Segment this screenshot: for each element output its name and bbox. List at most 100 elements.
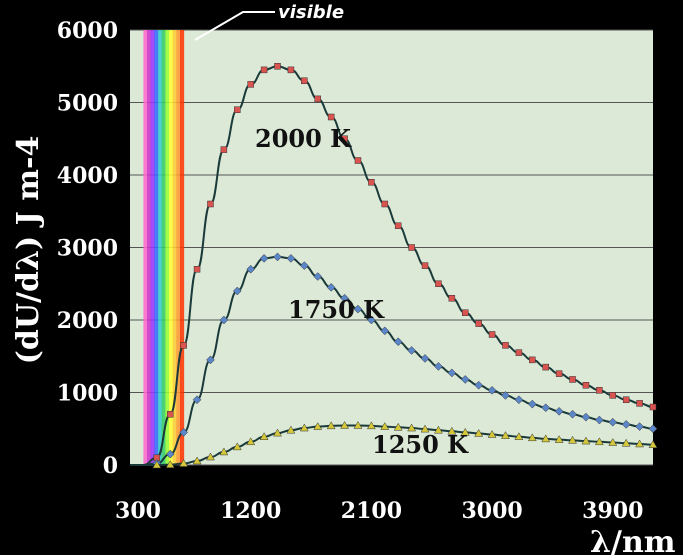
visible-callout-line [194, 11, 275, 41]
data-point [648, 424, 658, 434]
data-point [408, 244, 415, 251]
label-1250k: 1250 K [372, 430, 469, 459]
y-tick-labels: 0 1000 2000 3000 4000 5000 6000 [57, 18, 118, 479]
series-group [130, 63, 658, 469]
y-axis-label: (dU/dλ) J m-4 [11, 136, 46, 365]
data-point [299, 423, 309, 432]
data-point [326, 421, 336, 430]
data-point [206, 355, 215, 365]
data-point [407, 423, 417, 432]
data-point [474, 428, 484, 437]
spectrum-band-stripe [143, 30, 148, 465]
data-point [260, 66, 268, 74]
y-tick-label: 1000 [57, 381, 118, 407]
data-point [420, 354, 430, 363]
data-point [447, 426, 457, 435]
y-tick-label: 3000 [57, 236, 118, 262]
data-point [515, 349, 523, 356]
data-point [367, 315, 376, 325]
data-point [247, 81, 254, 88]
data-point [527, 433, 537, 442]
data-point [380, 326, 390, 336]
data-point [179, 459, 189, 467]
data-point [274, 63, 281, 70]
data-point [366, 421, 376, 430]
data-point [555, 370, 563, 377]
data-point [581, 436, 591, 445]
data-point [529, 356, 536, 364]
data-point [246, 264, 256, 274]
data-point [232, 286, 242, 296]
data-point [608, 417, 618, 427]
data-point [219, 447, 229, 456]
data-point [340, 420, 349, 429]
data-point [421, 262, 429, 269]
data-point [475, 320, 482, 327]
y-tick-label: 5000 [57, 91, 118, 117]
x-tick-labels: 300 1200 2100 3000 3900 [115, 498, 643, 524]
data-point [594, 437, 604, 446]
data-point [192, 456, 202, 465]
data-point [393, 422, 403, 431]
data-point [353, 304, 363, 314]
data-point [327, 113, 335, 121]
data-point [582, 382, 590, 389]
data-point [527, 399, 537, 409]
series-line-1 [130, 255, 654, 466]
data-point [166, 411, 174, 418]
data-point [314, 95, 321, 103]
data-point [487, 430, 497, 438]
data-point [447, 368, 457, 378]
y-tick-label: 4000 [57, 163, 118, 189]
data-point [487, 385, 497, 395]
data-point [502, 342, 509, 349]
data-point [313, 422, 323, 430]
data-point [595, 415, 604, 425]
data-point [554, 406, 564, 416]
data-point [354, 157, 362, 164]
data-point [462, 309, 469, 316]
data-point [326, 283, 336, 292]
y-tick-label: 0 [103, 453, 118, 479]
visible-annotation: visible [278, 2, 344, 23]
data-point [220, 146, 228, 153]
data-point [207, 200, 214, 208]
data-point [192, 395, 202, 405]
data-point [635, 439, 645, 448]
data-point [273, 428, 282, 437]
data-point [621, 420, 631, 429]
data-point [273, 252, 282, 262]
spectrum-band-stripe [179, 30, 185, 465]
data-point [286, 254, 296, 263]
data-point [301, 77, 308, 84]
x-tick-label: 3000 [461, 498, 522, 524]
data-point [206, 452, 215, 461]
x-tick-label: 300 [115, 498, 161, 524]
spectrum-band-stripe [158, 30, 163, 465]
data-point [514, 432, 524, 440]
spectrum-band-stripe [161, 30, 166, 465]
data-point [259, 432, 269, 440]
data-point [434, 425, 443, 434]
x-tick-label: 3900 [582, 498, 643, 524]
data-point [568, 409, 577, 419]
visible-spectrum-band [143, 30, 185, 465]
data-point [435, 280, 442, 287]
data-point [622, 396, 630, 403]
data-point [621, 438, 631, 447]
spectrum-band-stripe [176, 30, 181, 465]
data-point [648, 440, 658, 448]
data-point [286, 425, 296, 434]
spectrum-band-stripe [154, 30, 159, 465]
data-point [474, 380, 484, 390]
data-point [299, 261, 309, 270]
spectrum-band-stripe [169, 30, 174, 465]
data-point [165, 449, 175, 459]
data-point [460, 375, 470, 384]
data-point [542, 363, 549, 371]
label-1750k: 1750 K [288, 295, 385, 324]
data-point [554, 435, 564, 443]
label-2000k: 2000 K [255, 124, 352, 153]
data-point [368, 179, 375, 186]
